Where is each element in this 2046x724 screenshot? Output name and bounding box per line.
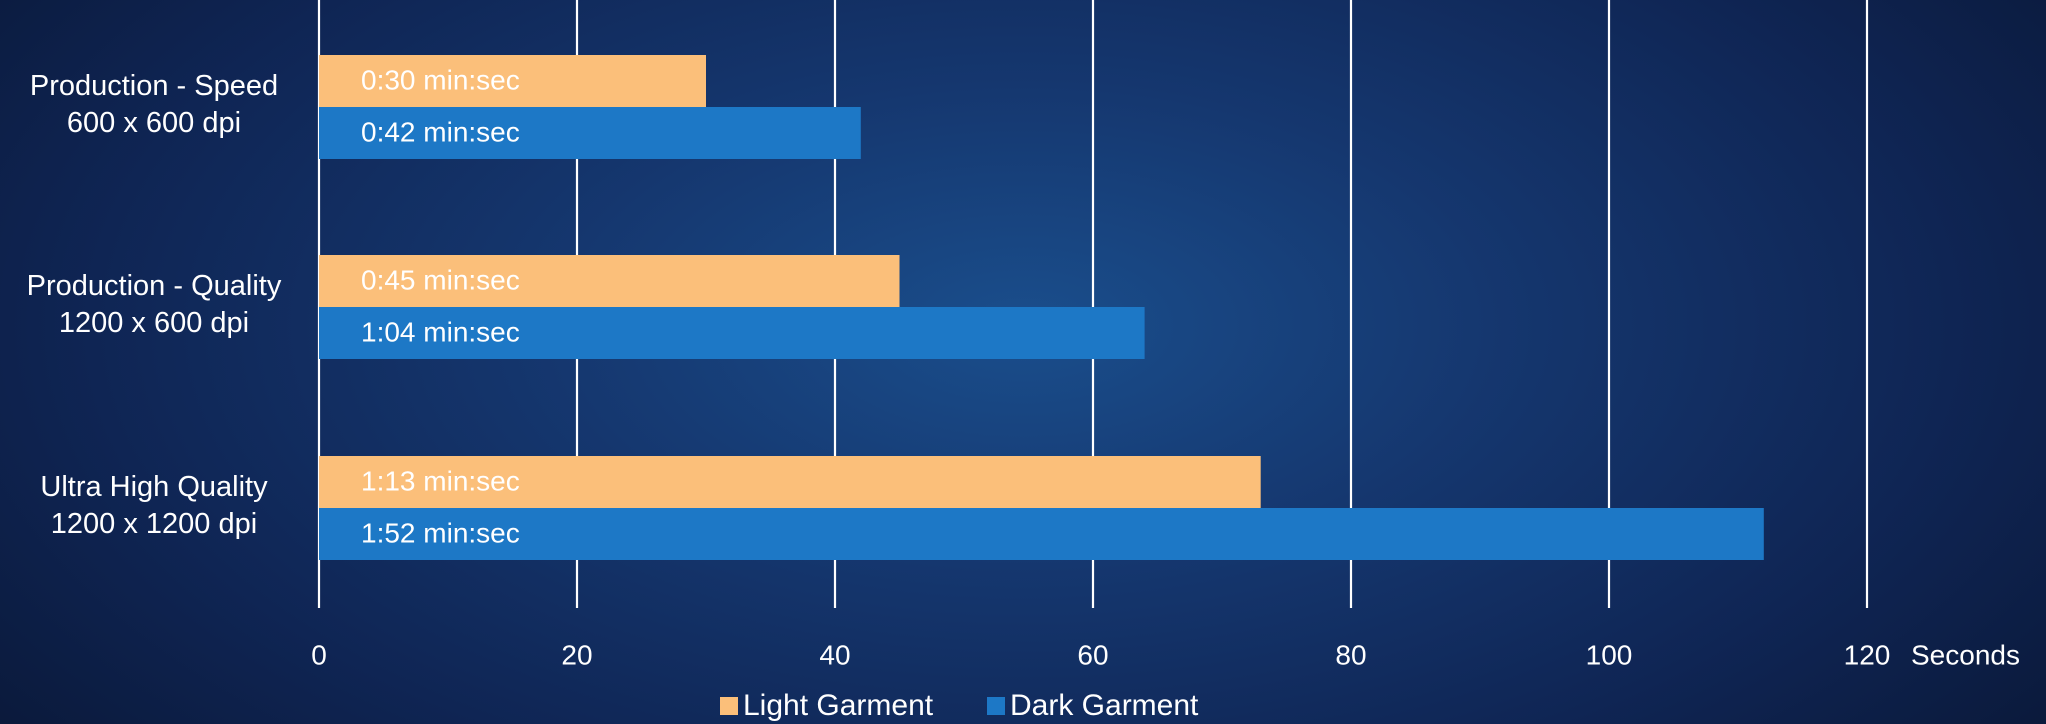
x-tick-label: 20 xyxy=(561,639,592,670)
x-tick-label: 60 xyxy=(1077,639,1108,670)
bar-data-label: 0:30 min:sec xyxy=(361,64,520,95)
category-label-line: 1200 x 1200 dpi xyxy=(51,508,257,540)
category-label-line: Production - Speed xyxy=(30,70,278,102)
legend-label: Dark Garment xyxy=(1010,689,1199,722)
bar-data-label: 0:42 min:sec xyxy=(361,116,520,147)
legend-swatch-light-garment xyxy=(720,697,738,715)
x-tick-label: 100 xyxy=(1586,639,1633,670)
category-labels: Production - Speed 600 x 600 dpiProductio… xyxy=(27,70,282,540)
legend: Light Garment Dark Garment xyxy=(720,689,1199,722)
category-label: Ultra High Quality 1200 x 1200 dpi xyxy=(40,471,268,540)
bar-data-label: 1:13 min:sec xyxy=(361,465,520,496)
x-axis: Seconds 0 20 40 60 80 100 120 xyxy=(311,639,2020,670)
category-label-line: Production - Quality xyxy=(27,270,282,302)
x-tick-label: 120 xyxy=(1844,639,1891,670)
x-tick-label: 80 xyxy=(1335,639,1366,670)
category-label-line: 1200 x 600 dpi xyxy=(59,307,249,339)
x-tick-label: 40 xyxy=(819,639,850,670)
bar-dark-garment xyxy=(319,307,1145,359)
bar-light-garment xyxy=(319,55,706,107)
bar-dark-garment xyxy=(319,107,861,159)
category-label-line: 600 x 600 dpi xyxy=(67,107,241,139)
category-label: Production - Quality 1200 x 600 dpi xyxy=(27,270,282,339)
bar-light-garment xyxy=(319,456,1261,508)
bar-data-label: 1:04 min:sec xyxy=(361,316,520,347)
bars: 0:30 min:sec 0:42 min:sec 0:45 min:sec 1:04… xyxy=(319,55,1764,560)
category-label-line: Ultra High Quality xyxy=(40,471,268,503)
bar-light-garment xyxy=(319,255,900,307)
legend-label: Light Garment xyxy=(743,689,934,722)
bar-dark-garment xyxy=(319,508,1764,560)
x-tick-label: 0 xyxy=(311,639,327,670)
legend-swatch-dark-garment xyxy=(987,697,1005,715)
bar-data-label: 1:52 min:sec xyxy=(361,517,520,548)
x-axis-label: Seconds xyxy=(1911,639,2020,670)
bar-data-label: 0:45 min:sec xyxy=(361,264,520,295)
category-label: Production - Speed 600 x 600 dpi xyxy=(30,70,278,139)
